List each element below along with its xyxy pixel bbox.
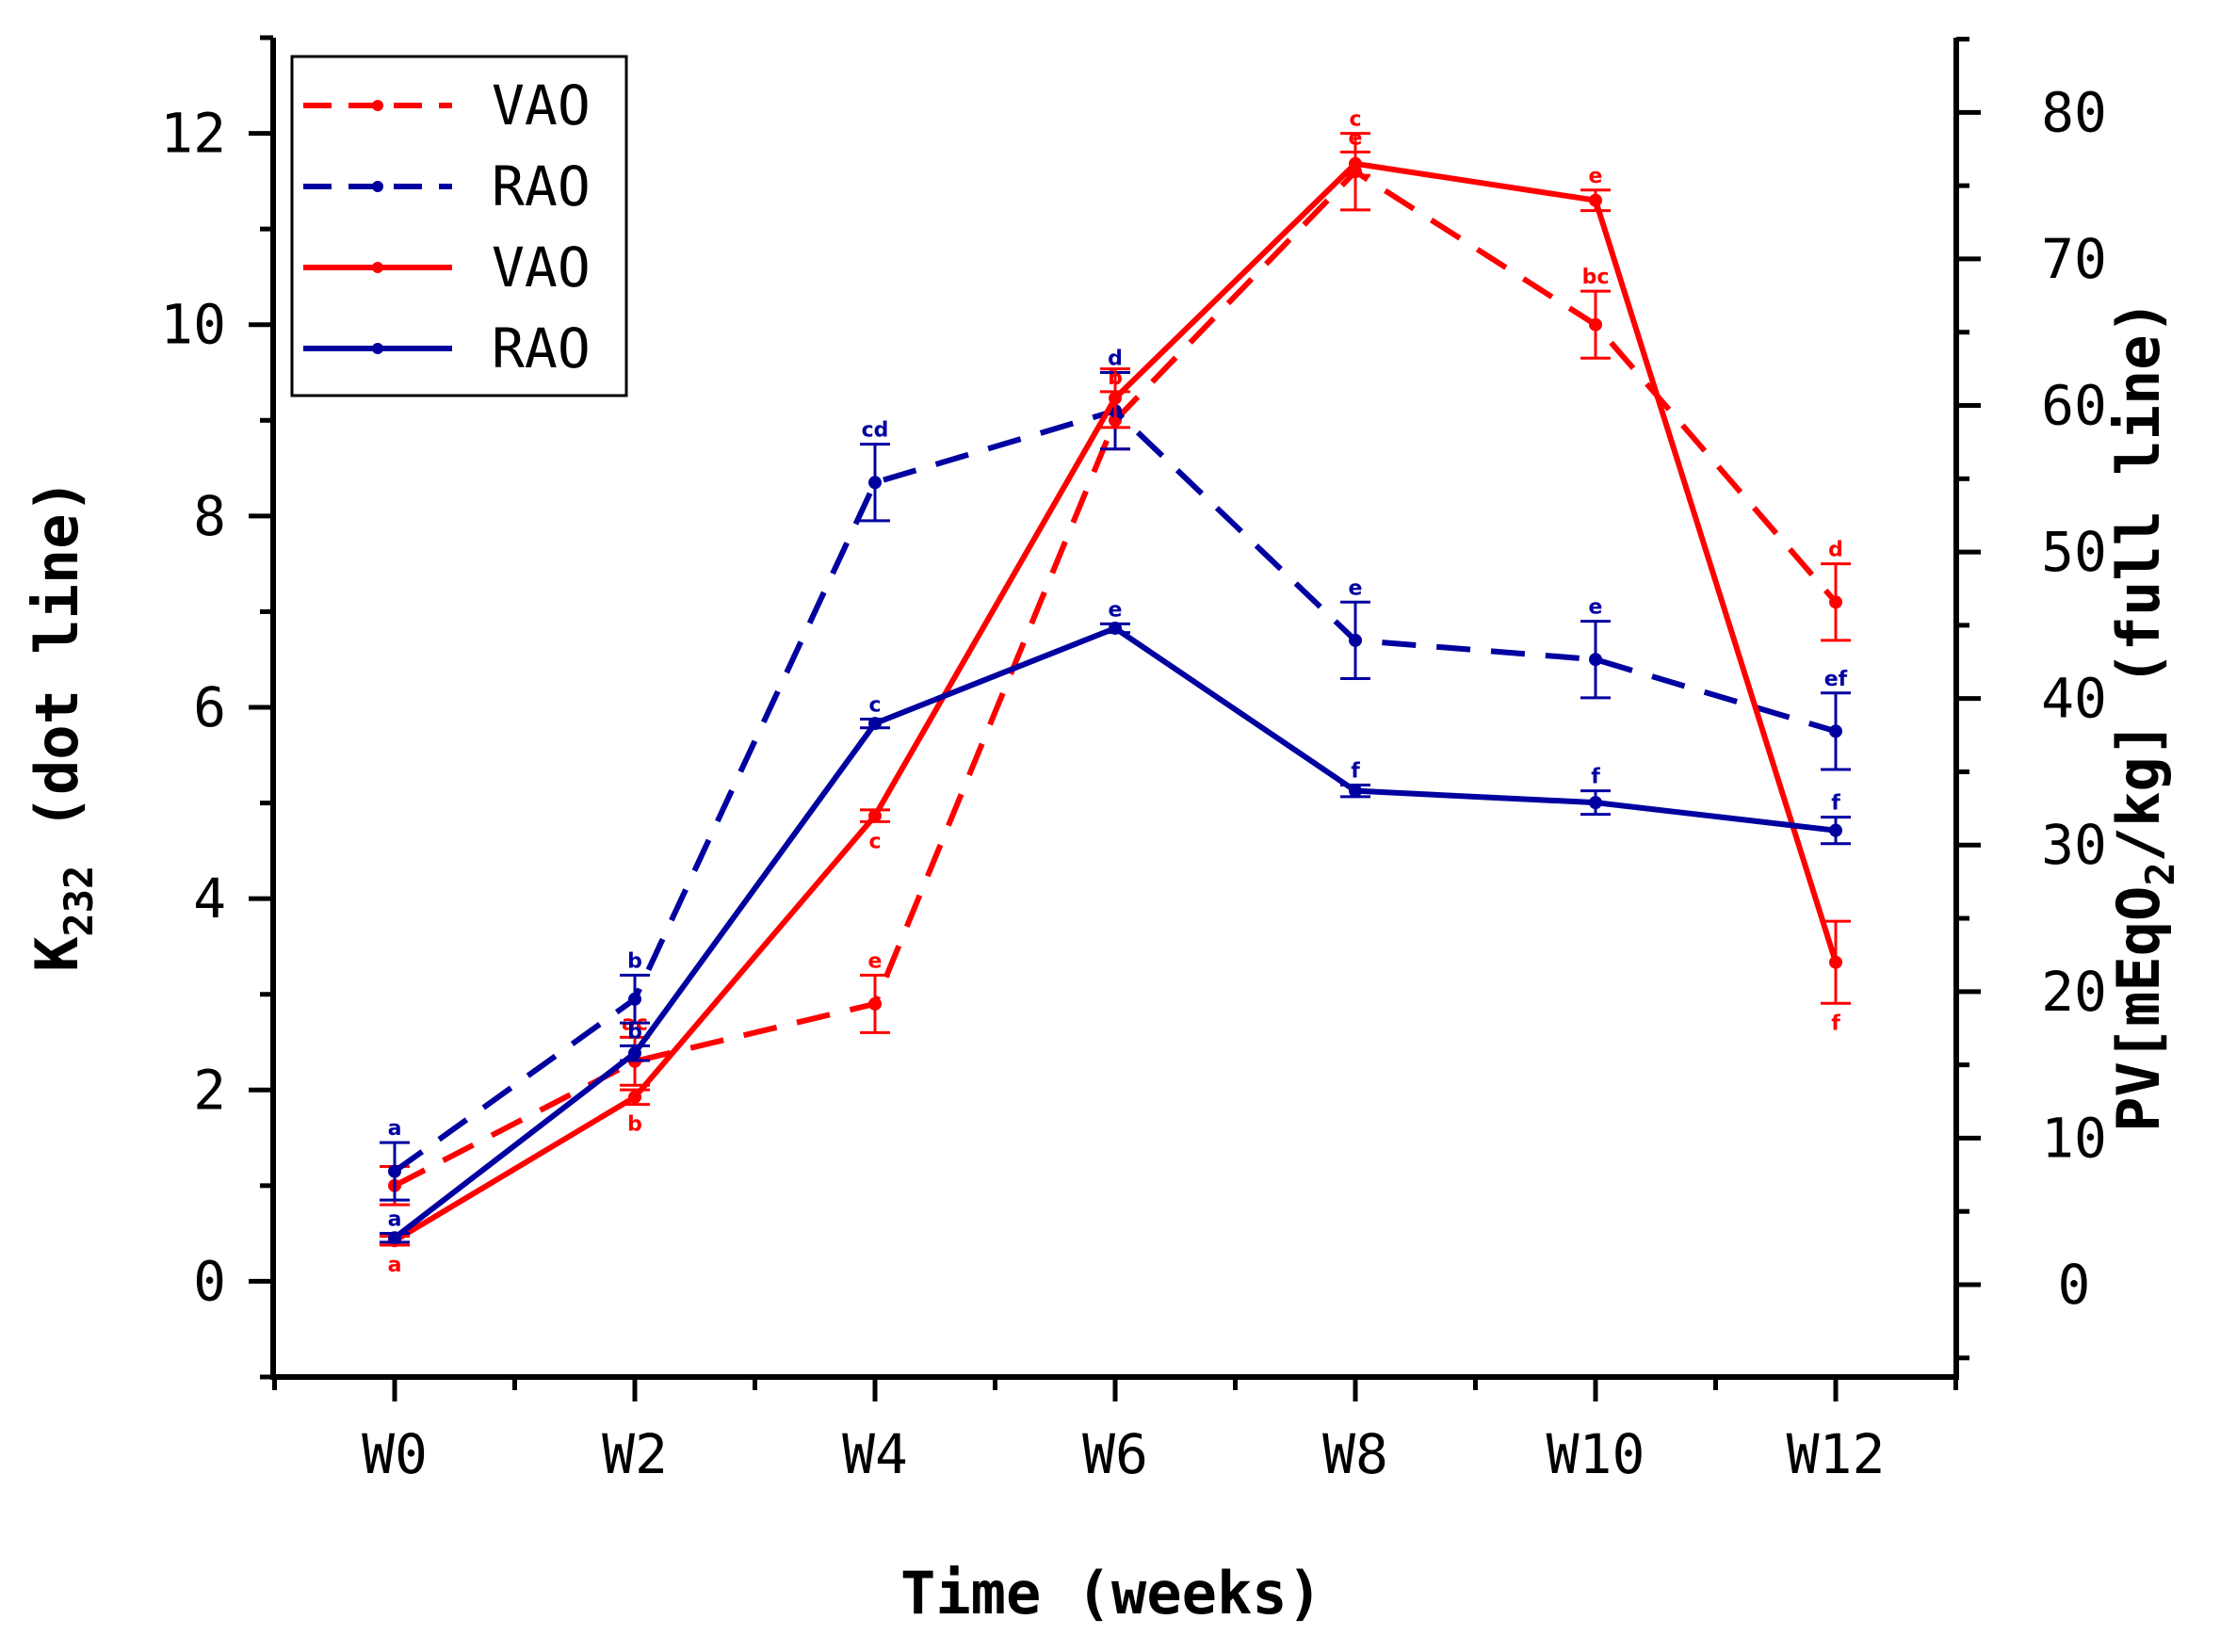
y-right-tick-label: 60 <box>2041 374 2107 438</box>
y-left-tick-label: 2 <box>193 1058 226 1122</box>
x-tick-label: W4 <box>842 1422 908 1486</box>
significance-label: b <box>627 1020 642 1044</box>
data-point <box>1589 796 1602 810</box>
data-point <box>868 476 882 490</box>
x-axis-title: Time (weeks) <box>900 1559 1322 1628</box>
legend-label: RAO <box>492 316 591 381</box>
significance-label: e <box>1349 576 1363 600</box>
significance-label: bc <box>1582 266 1610 289</box>
data-point <box>1829 595 1842 609</box>
legend-marker <box>372 262 383 273</box>
significance-label: c <box>868 830 881 853</box>
data-point <box>1829 724 1842 738</box>
data-point <box>1589 317 1602 332</box>
significance-label: f <box>1831 792 1840 816</box>
x-tick-label: W8 <box>1322 1422 1388 1486</box>
data-point <box>868 717 882 731</box>
significance-label: e <box>868 949 883 973</box>
data-point <box>868 996 882 1011</box>
data-point <box>1109 621 1122 635</box>
significance-label: b <box>627 1113 642 1137</box>
y-axis-right-title: PV[mEqO2/kg] (full line) <box>2104 300 2183 1132</box>
data-point <box>868 809 882 823</box>
x-tick-label: W2 <box>602 1422 668 1486</box>
significance-label: cd <box>862 419 889 443</box>
y-right-tick-label: 40 <box>2041 667 2107 731</box>
legend-marker <box>372 181 383 192</box>
y-right-tick-label: 50 <box>2041 520 2107 584</box>
significance-label: e <box>1349 126 1363 150</box>
significance-label: d <box>1108 348 1123 371</box>
data-point <box>1349 156 1362 170</box>
data-point <box>628 992 641 1006</box>
x-tick-label: W10 <box>1547 1422 1645 1486</box>
data-point <box>388 1164 401 1178</box>
significance-label: f <box>1591 766 1600 789</box>
significance-label: c <box>1349 108 1361 132</box>
y-right-tick-label: 30 <box>2041 813 2107 877</box>
data-point <box>1829 955 1842 969</box>
significance-label: c <box>868 693 881 717</box>
y-left-tick-label: 6 <box>193 675 226 739</box>
significance-label: a <box>388 1117 402 1141</box>
legend-label: VAO <box>492 73 591 138</box>
x-tick-label: W12 <box>1787 1422 1886 1486</box>
y-left-tick-label: 8 <box>193 484 226 548</box>
significance-label: d <box>1828 539 1843 562</box>
y-right-tick-label: 80 <box>2041 80 2107 144</box>
y-left-tick-label: 12 <box>160 102 226 166</box>
data-point <box>628 1046 641 1061</box>
significance-label: f <box>1351 759 1360 783</box>
y-right-tick-label: 70 <box>2041 227 2107 291</box>
y-left-tick-label: 0 <box>193 1249 226 1313</box>
y-axis-left-title: K232 (dot line) <box>23 478 102 972</box>
x-tick-label: W6 <box>1082 1422 1148 1486</box>
significance-label: a <box>388 1208 402 1232</box>
data-point <box>1349 633 1362 647</box>
x-tick-label: W0 <box>362 1422 428 1486</box>
significance-label: f <box>1831 1012 1840 1035</box>
data-point <box>628 1090 641 1104</box>
data-point <box>1589 653 1602 667</box>
legend-marker <box>372 100 383 111</box>
y-left-tick-label: 10 <box>160 293 226 357</box>
significance-label: ef <box>1824 668 1848 691</box>
y-right-tick-label: 0 <box>2058 1253 2091 1317</box>
y-right-tick-label: 20 <box>2041 960 2107 1024</box>
data-point <box>1349 784 1362 798</box>
significance-label: e <box>1589 596 1603 620</box>
significance-label: e <box>1109 598 1123 622</box>
significance-label: e <box>1589 165 1603 188</box>
legend-label: VAO <box>492 235 591 300</box>
legend-box <box>290 55 628 397</box>
data-point <box>1829 823 1842 837</box>
y-right-tick-label: 10 <box>2041 1106 2107 1170</box>
legend-label: RAO <box>492 154 591 219</box>
legend-marker <box>372 343 383 354</box>
significance-label: a <box>388 1254 402 1277</box>
y-left-tick-label: 4 <box>193 866 226 931</box>
data-point <box>1589 193 1602 207</box>
data-point <box>1109 391 1122 405</box>
significance-label: b <box>627 949 642 973</box>
data-point <box>388 1231 401 1245</box>
